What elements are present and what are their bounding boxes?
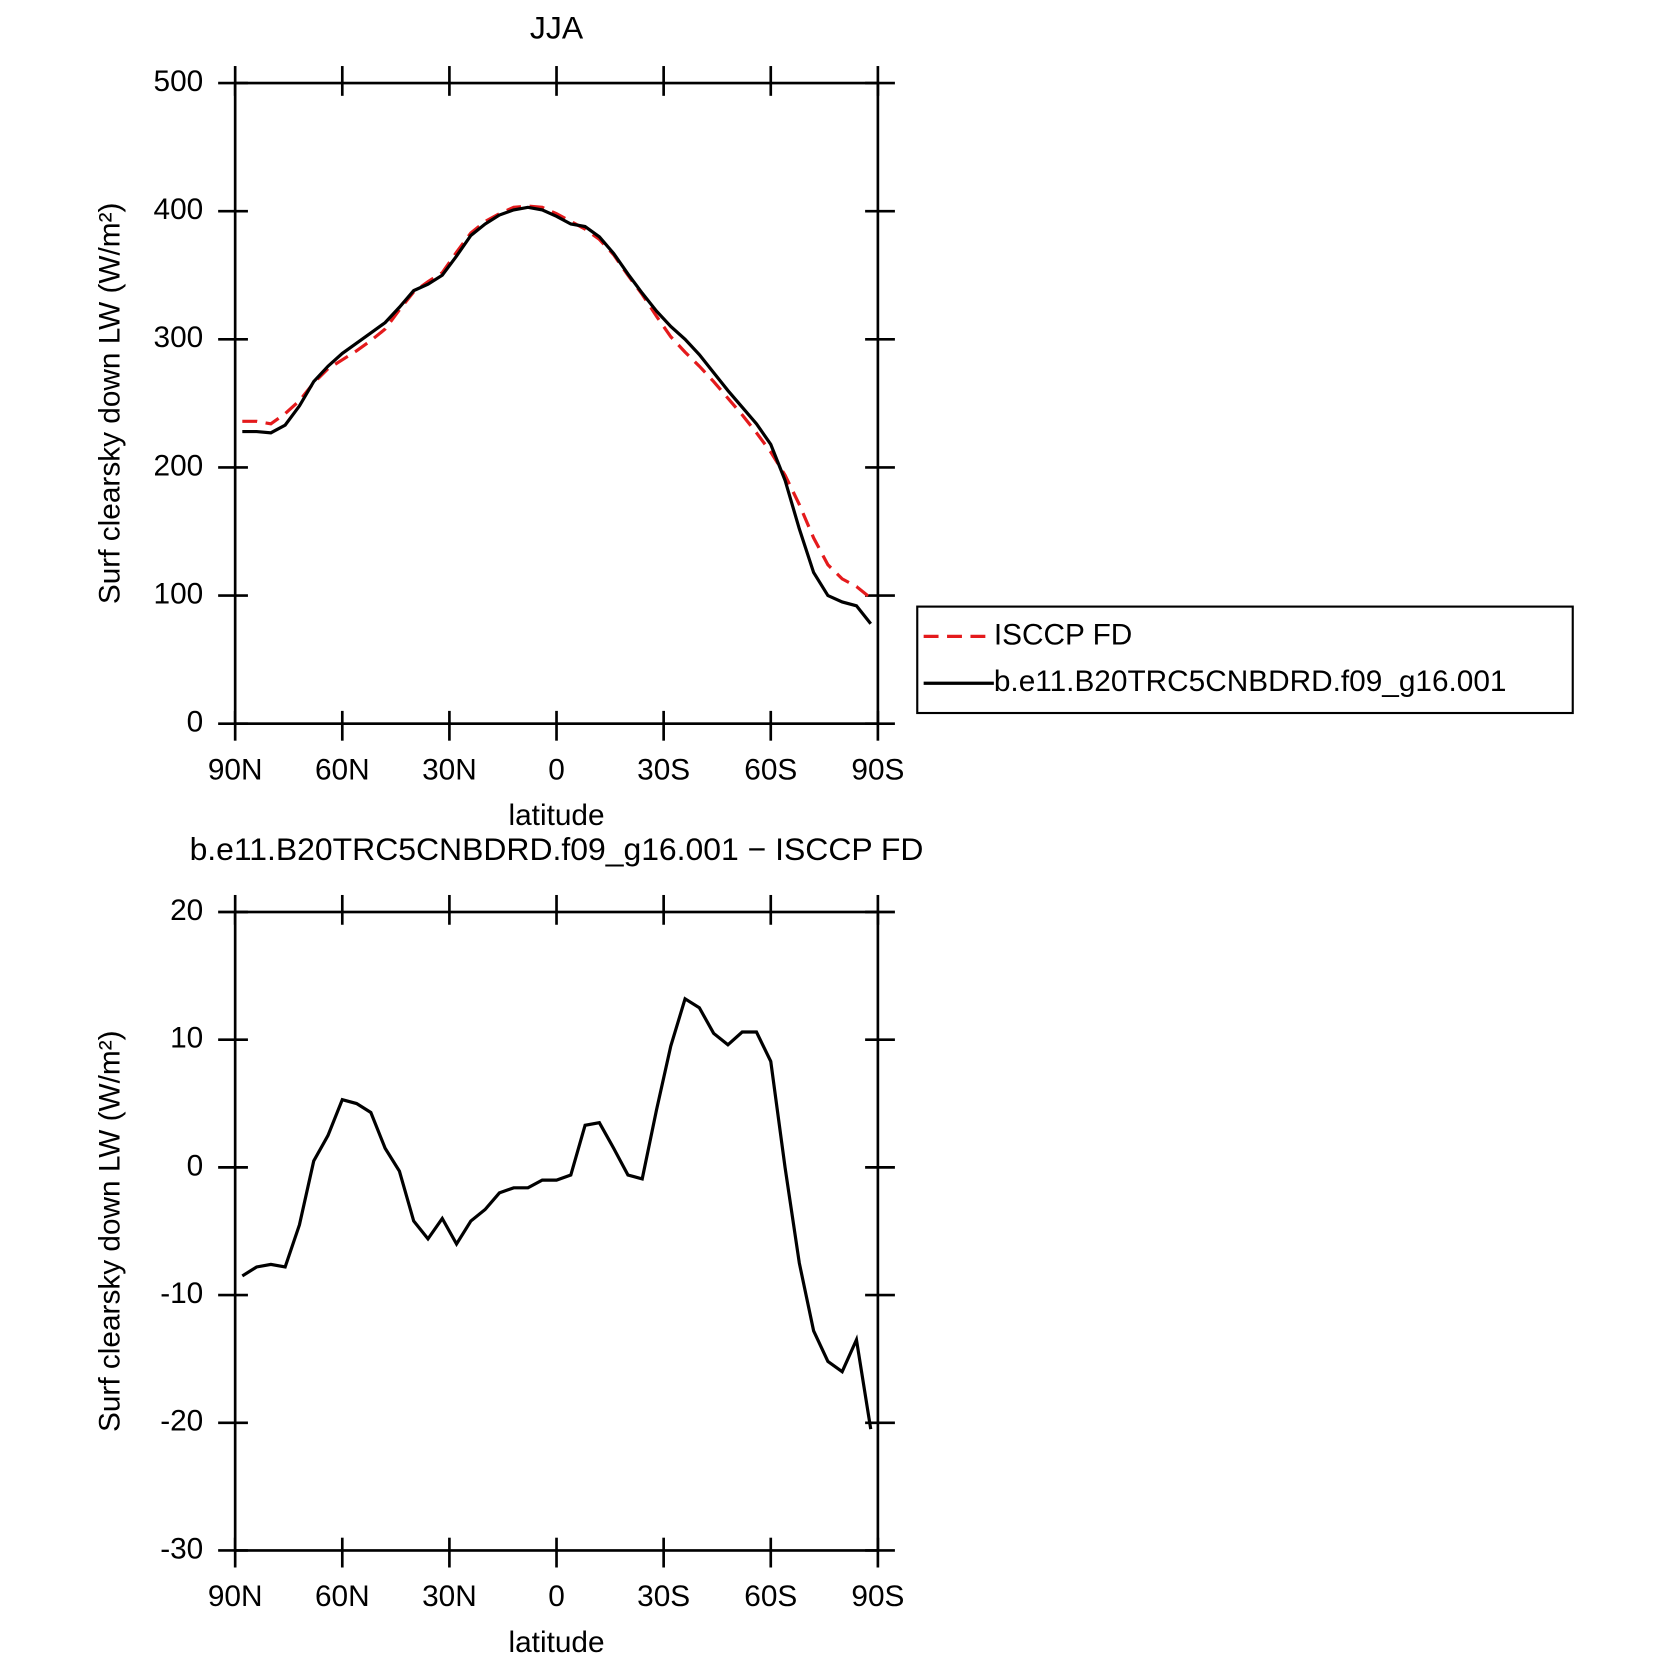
y-tick-label: 10 <box>170 1022 203 1055</box>
x-tick-label: 30N <box>422 753 477 786</box>
legend-label: b.e11.B20TRC5CNBDRD.f09_g16.001 <box>994 665 1507 698</box>
legend-label: ISCCP FD <box>994 618 1132 651</box>
chart-title: JJA <box>530 9 584 45</box>
y-tick-label: 0 <box>187 706 204 739</box>
plot-frame <box>233 81 880 725</box>
x-axis-label: latitude <box>509 799 605 832</box>
x-tick-label: 90S <box>851 753 904 786</box>
x-tick-label: 0 <box>548 1580 565 1613</box>
y-tick-label: -20 <box>160 1405 203 1438</box>
y-tick-label: 400 <box>154 193 204 226</box>
legend-box <box>916 605 1574 715</box>
x-tick-label: 30S <box>637 1580 690 1613</box>
plot-frame <box>233 910 880 1552</box>
data-line <box>241 996 873 1430</box>
x-tick-label: 90N <box>208 753 263 786</box>
y-axis-label: Surf clearsky down LW (W/m²) <box>94 203 127 605</box>
y-tick-label: 200 <box>154 449 204 482</box>
x-tick-label: 60S <box>744 1580 797 1613</box>
y-tick-label: 0 <box>187 1149 204 1182</box>
y-tick-label: 20 <box>170 894 203 927</box>
y-tick-label: 100 <box>154 577 204 610</box>
data-line <box>242 205 872 625</box>
y-axis-label: Surf clearsky down LW (W/m²) <box>94 1030 127 1432</box>
data-line <box>242 204 872 600</box>
y-tick-label: -30 <box>160 1532 203 1565</box>
x-tick-label: 60N <box>315 753 370 786</box>
x-tick-label: 60S <box>744 753 797 786</box>
x-tick-label: 30N <box>422 1580 477 1613</box>
x-tick-label: 0 <box>548 753 565 786</box>
chart-title: b.e11.B20TRC5CNBDRD.f09_g16.001 − ISCCP … <box>190 831 924 867</box>
y-tick-label: 300 <box>154 321 204 354</box>
x-tick-label: 30S <box>637 753 690 786</box>
x-tick-label: 90N <box>208 1580 263 1613</box>
y-tick-label: 500 <box>154 65 204 98</box>
x-tick-label: 60N <box>315 1580 370 1613</box>
y-tick-label: -10 <box>160 1277 203 1310</box>
x-tick-label: 90S <box>851 1580 904 1613</box>
x-axis-label: latitude <box>509 1626 605 1658</box>
